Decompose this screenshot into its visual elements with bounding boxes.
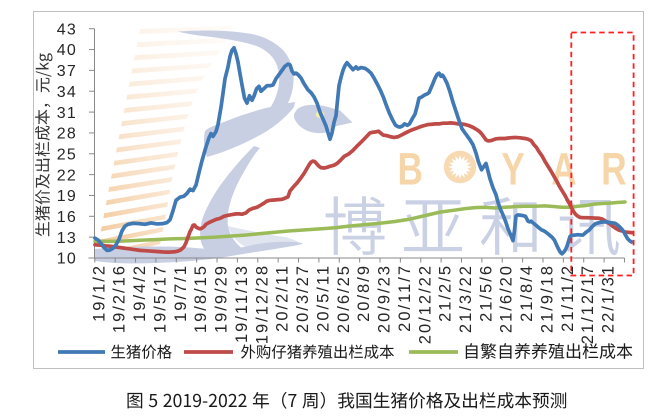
svg-text:21/3/22: 21/3/22 (457, 264, 475, 333)
svg-text:19/1/2: 19/1/2 (90, 264, 108, 322)
svg-text:20/9/23: 20/9/23 (376, 264, 394, 333)
svg-text:31: 31 (57, 105, 77, 122)
svg-text:21/5/6: 21/5/6 (477, 264, 495, 322)
svg-text:10: 10 (57, 251, 77, 268)
svg-text:25: 25 (57, 147, 77, 164)
svg-text:20/6/25: 20/6/25 (335, 264, 353, 333)
svg-text:34: 34 (57, 84, 77, 101)
svg-text:20/11/7: 20/11/7 (396, 264, 414, 332)
svg-text:21/8/4: 21/8/4 (518, 264, 536, 322)
svg-text:21/2/5: 21/2/5 (437, 264, 455, 322)
svg-text:A: A (551, 143, 576, 194)
svg-text:19/5/17: 19/5/17 (151, 264, 169, 333)
svg-text:28: 28 (57, 126, 77, 143)
svg-text:19: 19 (57, 188, 77, 205)
svg-text:43: 43 (57, 21, 77, 38)
svg-text:Y: Y (501, 143, 524, 194)
svg-text:21/11/2: 21/11/2 (559, 264, 577, 332)
svg-text:20/2/11: 20/2/11 (274, 264, 292, 332)
svg-text:19/7/1: 19/7/1 (172, 264, 190, 322)
svg-text:21/6/20: 21/6/20 (498, 264, 516, 333)
svg-text:37: 37 (57, 63, 77, 80)
svg-text:20/8/9: 20/8/9 (355, 264, 373, 322)
svg-text:22/1/31: 22/1/31 (600, 264, 618, 333)
svg-text:19/2/16: 19/2/16 (111, 264, 129, 333)
svg-text:16: 16 (57, 209, 77, 226)
svg-text:19/12/28: 19/12/28 (253, 264, 271, 344)
svg-text:19/11/13: 19/11/13 (233, 264, 251, 343)
svg-text:22: 22 (57, 167, 77, 184)
svg-text:B: B (398, 143, 423, 194)
svg-text:20/5/11: 20/5/11 (314, 264, 332, 332)
svg-text:21/12/17: 21/12/17 (579, 264, 597, 344)
svg-text:40: 40 (57, 42, 77, 59)
svg-text:19/4/2: 19/4/2 (131, 264, 149, 322)
svg-text:20/3/27: 20/3/27 (294, 264, 312, 333)
svg-text:19/9/29: 19/9/29 (213, 264, 231, 333)
svg-text:19/8/15: 19/8/15 (192, 264, 210, 333)
svg-text:13: 13 (57, 230, 77, 247)
svg-text:R: R (601, 143, 626, 194)
svg-text:20/12/22: 20/12/22 (416, 264, 434, 344)
svg-text:21/9/18: 21/9/18 (538, 264, 556, 333)
